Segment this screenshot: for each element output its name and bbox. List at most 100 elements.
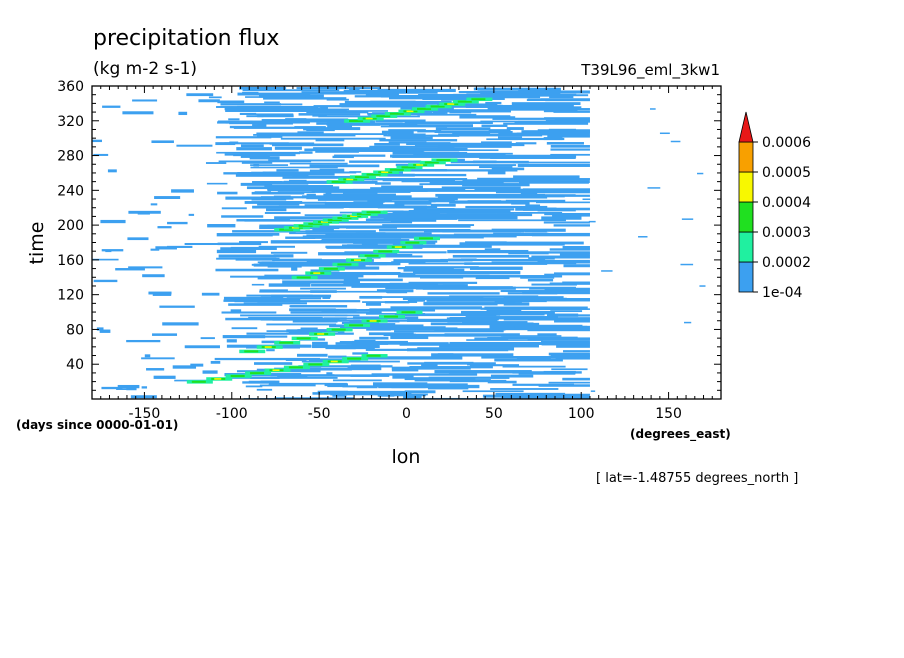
y-tick-label: 280 [57, 149, 84, 165]
field-streak [554, 118, 590, 122]
field-streak [382, 224, 475, 227]
field-streak [226, 339, 237, 343]
field-streak [231, 327, 258, 330]
field-streak [96, 327, 104, 331]
field-streak [543, 298, 590, 301]
field-streak [562, 377, 590, 381]
field-streak [358, 178, 374, 181]
field-streak [228, 303, 283, 306]
field-streak [218, 254, 277, 258]
field-streak [332, 394, 347, 397]
field-streak [318, 290, 387, 293]
field-streak [278, 203, 300, 206]
field-streak [540, 98, 590, 101]
field-streak [489, 324, 583, 327]
field-streak [392, 375, 414, 379]
field-streak [375, 182, 391, 185]
field-streak [487, 336, 545, 340]
field-streak [429, 320, 451, 322]
field-streak [342, 192, 378, 194]
field-streak-strong [389, 112, 404, 115]
field-streak [270, 251, 308, 254]
field-streak [525, 204, 541, 208]
field-streak-peak [447, 103, 455, 105]
field-streak [201, 292, 220, 296]
field-streak [484, 248, 501, 251]
field-streak [137, 212, 150, 215]
field-streak [590, 390, 596, 392]
field-streak [439, 344, 539, 348]
field-streak-strong [349, 324, 364, 327]
field-streak [427, 210, 459, 214]
field-streak [200, 337, 215, 340]
field-streak [277, 297, 292, 300]
field-streak [290, 311, 382, 314]
field-streak [516, 132, 590, 136]
field-streak [272, 259, 321, 262]
field-streak [334, 154, 386, 157]
field-streak [274, 146, 302, 150]
field-streak [254, 362, 293, 365]
field-streak [246, 186, 340, 190]
field-streak [511, 102, 581, 106]
field-streak [259, 289, 288, 293]
field-streak [430, 106, 454, 110]
field-streak [216, 106, 251, 108]
field-streak [257, 300, 361, 303]
field-streak [224, 153, 268, 156]
field-streak [378, 384, 480, 389]
field-streak [224, 107, 321, 111]
field-streak [102, 105, 121, 108]
run-name: T39L96_eml_3kw1 [580, 61, 720, 80]
field-streak-strong [436, 159, 451, 162]
field-streak [172, 365, 197, 369]
footnote: [ lat=-1.48755 degrees_north ] [596, 471, 798, 486]
field-streak [214, 357, 320, 361]
field-streak [449, 193, 528, 196]
field-streak [544, 273, 590, 276]
field-streak [516, 194, 565, 198]
field-streak [551, 368, 588, 371]
field-streak [115, 268, 145, 271]
field-streak [451, 215, 518, 220]
field-streak [297, 353, 328, 357]
field-streak [315, 150, 359, 153]
field-streak [92, 258, 119, 261]
field-streak [699, 285, 706, 287]
field-streak [465, 205, 548, 209]
field-streak [377, 88, 456, 93]
field-streak [421, 364, 438, 367]
field-streak [534, 261, 577, 265]
field-streak [476, 286, 576, 289]
field-streak [383, 173, 467, 177]
field-streak [101, 249, 124, 252]
field-streak [256, 388, 273, 391]
field-streak [130, 395, 157, 399]
field-streak [150, 203, 158, 206]
field-streak [237, 92, 311, 96]
field-streak [258, 94, 324, 98]
field-streak [341, 321, 380, 324]
field-streak [370, 187, 392, 190]
field-streak-strong [384, 315, 399, 318]
field-streak [474, 155, 492, 157]
field-streak [501, 396, 590, 399]
field-streak [298, 113, 361, 116]
chart-title: precipitation flux [93, 26, 279, 51]
field-streak [307, 271, 401, 276]
field-streak [547, 313, 579, 317]
field-streak [494, 358, 563, 362]
field-streak [281, 276, 359, 280]
field-streak [659, 132, 670, 135]
field-streak [221, 215, 264, 218]
field-streak [152, 293, 172, 296]
field-streak [442, 230, 521, 233]
field-streak [386, 290, 402, 294]
field-streak [388, 124, 474, 128]
field-streak [186, 93, 214, 97]
field-streak [423, 149, 499, 152]
field-streak [390, 335, 429, 340]
y-tick-label: 80 [66, 322, 84, 338]
field-streak [259, 384, 316, 387]
colorbar-label: 1e-04 [762, 285, 802, 301]
